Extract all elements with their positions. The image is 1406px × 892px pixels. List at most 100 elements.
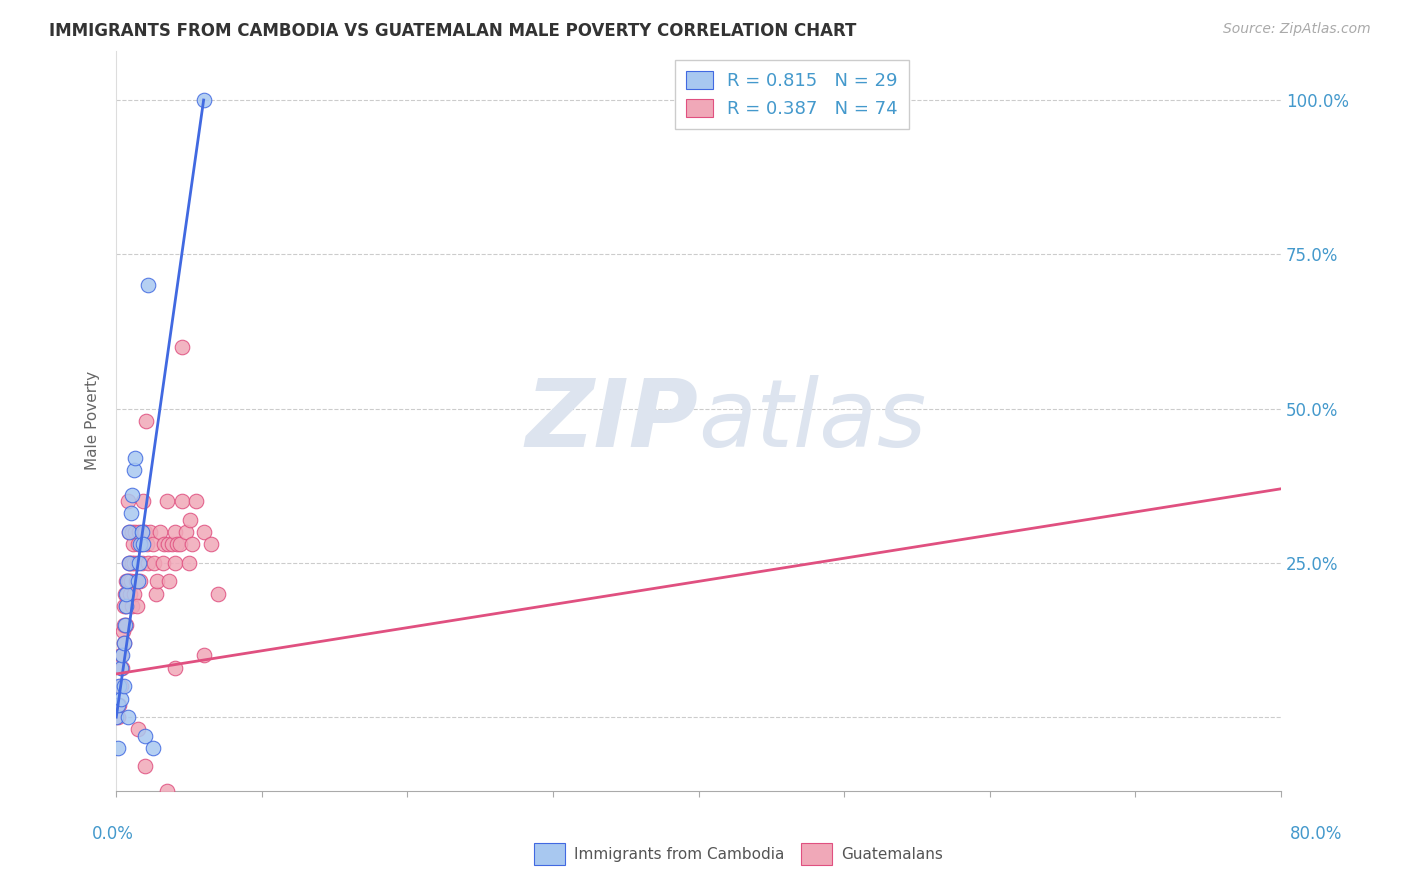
Point — [107, 741, 129, 756]
Point — [131, 524, 153, 539]
Point — [170, 494, 193, 508]
Point — [149, 524, 172, 539]
Point — [156, 784, 179, 798]
Point — [124, 524, 146, 539]
Point — [129, 537, 152, 551]
Point — [117, 494, 139, 508]
Point — [117, 556, 139, 570]
Point — [142, 537, 165, 551]
Point — [142, 741, 165, 756]
Point — [112, 636, 135, 650]
Y-axis label: Male Poverty: Male Poverty — [86, 371, 100, 470]
Point — [207, 587, 229, 601]
Point — [132, 494, 155, 508]
Point — [153, 537, 176, 551]
Point — [127, 599, 149, 613]
Point — [112, 636, 135, 650]
Point — [124, 450, 146, 465]
Point — [128, 524, 150, 539]
Point — [120, 574, 142, 589]
Point — [107, 698, 129, 712]
Point — [145, 587, 167, 601]
Point — [174, 524, 197, 539]
Text: 80.0%: 80.0% — [1291, 825, 1343, 843]
Point — [152, 556, 174, 570]
Point — [121, 488, 143, 502]
Point — [128, 556, 150, 570]
Point — [121, 524, 143, 539]
Point — [200, 537, 222, 551]
Point — [111, 624, 134, 638]
Point — [114, 587, 136, 601]
Point — [146, 574, 169, 589]
Point — [135, 414, 157, 428]
Point — [110, 661, 132, 675]
Point — [107, 710, 129, 724]
Point — [112, 617, 135, 632]
Point — [122, 587, 145, 601]
Point — [135, 537, 157, 551]
Point — [179, 513, 201, 527]
Point — [129, 537, 152, 551]
Point — [114, 599, 136, 613]
Point — [139, 524, 162, 539]
Point — [117, 574, 139, 589]
Point — [166, 537, 188, 551]
Point — [136, 278, 159, 293]
Point — [134, 524, 156, 539]
Point — [177, 556, 200, 570]
Point — [186, 494, 208, 508]
Point — [110, 679, 132, 693]
Text: Immigrants from Cambodia: Immigrants from Cambodia — [574, 847, 785, 862]
Text: IMMIGRANTS FROM CAMBODIA VS GUATEMALAN MALE POVERTY CORRELATION CHART: IMMIGRANTS FROM CAMBODIA VS GUATEMALAN M… — [49, 22, 856, 40]
Point — [118, 524, 141, 539]
Point — [120, 556, 142, 570]
Point — [193, 648, 215, 663]
Point — [156, 494, 179, 508]
Point — [114, 617, 136, 632]
Point — [117, 574, 139, 589]
Point — [115, 574, 138, 589]
Point — [134, 759, 156, 773]
Text: Source: ZipAtlas.com: Source: ZipAtlas.com — [1223, 22, 1371, 37]
Point — [115, 587, 138, 601]
Point — [110, 691, 132, 706]
Text: atlas: atlas — [699, 376, 927, 467]
Point — [132, 537, 155, 551]
Point — [127, 537, 149, 551]
Point — [120, 587, 142, 601]
Point — [111, 648, 134, 663]
Point — [108, 679, 131, 693]
Point — [143, 556, 166, 570]
Point — [115, 574, 138, 589]
Legend: R = 0.815   N = 29, R = 0.387   N = 74: R = 0.815 N = 29, R = 0.387 N = 74 — [675, 60, 908, 129]
Text: 0.0%: 0.0% — [91, 825, 134, 843]
Point — [134, 729, 156, 743]
Point — [111, 661, 134, 675]
Point — [120, 507, 142, 521]
Point — [115, 587, 138, 601]
Point — [136, 556, 159, 570]
Point — [157, 574, 180, 589]
Point — [117, 556, 139, 570]
Point — [127, 723, 149, 737]
Point — [132, 524, 155, 539]
Point — [131, 556, 153, 570]
Point — [121, 556, 143, 570]
Point — [163, 661, 186, 675]
Point — [193, 93, 215, 107]
Text: ZIP: ZIP — [526, 375, 699, 467]
Point — [108, 698, 131, 712]
Point — [112, 679, 135, 693]
Point — [193, 524, 215, 539]
Point — [128, 574, 150, 589]
Point — [114, 599, 136, 613]
Point — [156, 537, 179, 551]
Point — [114, 617, 136, 632]
Point — [169, 537, 191, 551]
Point — [181, 537, 204, 551]
Point — [117, 710, 139, 724]
Point — [110, 648, 132, 663]
Point — [125, 574, 148, 589]
Point — [160, 537, 183, 551]
